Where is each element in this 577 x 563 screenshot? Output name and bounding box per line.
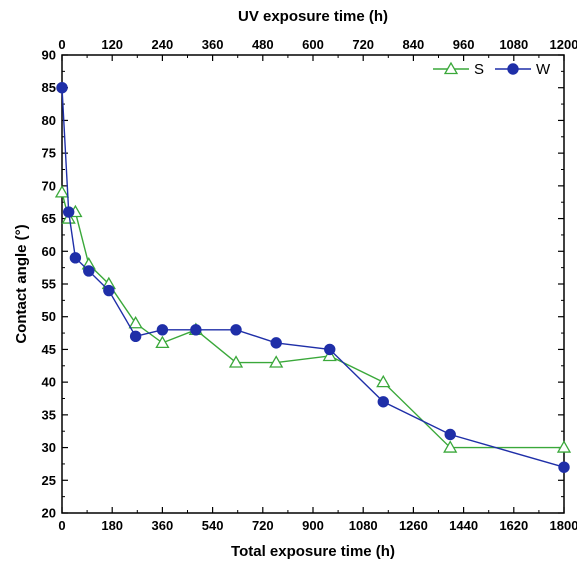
- x-axis-title: Total exposure time (h): [231, 543, 395, 560]
- y-tick-label: 20: [42, 506, 56, 521]
- legend-marker-W: [507, 63, 519, 75]
- series-W-point: [103, 284, 115, 297]
- series-S-point: [155, 335, 170, 349]
- series-W-point: [156, 324, 169, 336]
- x2-tick-label: 960: [453, 37, 475, 52]
- series-W-line: [61, 87, 565, 468]
- series-W-point: [230, 324, 242, 336]
- x-tick-label: 0: [58, 518, 65, 533]
- series-W-point: [83, 265, 95, 277]
- series-S-point: [269, 355, 284, 368]
- series-W-point: [129, 330, 142, 343]
- x2-tick-label: 840: [403, 37, 425, 52]
- series-W-point: [190, 324, 202, 336]
- legend-marker-S: [443, 61, 459, 75]
- y-tick-label: 45: [42, 342, 56, 357]
- series-W-point: [56, 82, 68, 94]
- x2-tick-label: 600: [302, 37, 324, 52]
- series-S-point: [128, 315, 143, 329]
- y-tick-label: 55: [42, 277, 56, 292]
- x-tick-label: 1440: [449, 518, 478, 533]
- x-tick-label: 1260: [399, 518, 428, 533]
- series-W-point: [62, 206, 75, 218]
- y-tick-label: 85: [42, 80, 56, 95]
- x2-tick-label: 720: [352, 37, 374, 52]
- y-tick-label: 60: [42, 244, 56, 259]
- plot-frame: [61, 54, 565, 514]
- series-S-point: [443, 440, 458, 453]
- y-tick-label: 25: [42, 473, 56, 488]
- x-tick-label: 1800: [550, 518, 577, 533]
- series-S-point: [376, 374, 391, 388]
- series-S-point: [322, 348, 337, 362]
- series-W-point: [558, 461, 570, 473]
- x-tick-label: 180: [101, 518, 123, 533]
- x-tick-label: 360: [152, 518, 174, 533]
- x2-tick-label: 480: [252, 37, 274, 52]
- y-tick-label: 50: [42, 309, 56, 324]
- y-tick-label: 70: [42, 178, 56, 193]
- series-layer: [54, 82, 572, 473]
- top-x-axis: 0 120 240 360 480 600 720 840 960 1080 1200: [58, 37, 577, 61]
- series-S-point: [228, 355, 244, 368]
- x2-tick-label: 120: [101, 37, 123, 52]
- x-tick-label: 720: [252, 518, 274, 533]
- x-tick-label: 540: [202, 518, 224, 533]
- x2-tick-label: 1080: [499, 37, 528, 52]
- series-W-point: [324, 343, 336, 356]
- series-W-group: [56, 82, 570, 473]
- y-tick-label: 90: [42, 48, 56, 63]
- y-tick-label: 80: [42, 113, 56, 128]
- x-tick-label: 1080: [349, 518, 378, 533]
- x-tick-label: 900: [302, 518, 324, 533]
- series-W-point: [377, 396, 389, 408]
- series-W-point: [270, 337, 282, 349]
- y-tick-label: 65: [42, 211, 56, 226]
- y-tick-label: 35: [42, 407, 56, 422]
- y-axis: 20 25 30 35 40 45 50 55 60 65 70 75 80 85 90: [42, 48, 564, 521]
- x2-tick-label: 240: [152, 37, 174, 52]
- x2-tick-label: 360: [202, 37, 224, 52]
- series-S-point: [54, 185, 70, 198]
- x-tick-label: 1620: [499, 518, 528, 533]
- series-S-point: [61, 211, 76, 224]
- x2-tick-label: 1200: [550, 37, 577, 52]
- legend-label-W: W: [536, 61, 551, 78]
- y-axis-title: Contact angle (°): [13, 224, 30, 343]
- series-S-group: [54, 185, 572, 453]
- x2-axis-title: UV exposure time (h): [238, 8, 388, 25]
- x2-tick-label: 0: [58, 37, 65, 52]
- series-W-point: [69, 252, 82, 264]
- y-tick-label: 75: [42, 146, 56, 161]
- bottom-x-axis: 0 180 360 540 720 900 1080 1260 1440 1620 1800: [58, 507, 577, 533]
- y-tick-label: 30: [42, 440, 56, 455]
- series-S-point: [556, 440, 572, 453]
- legend-label-S: S: [474, 61, 484, 78]
- series-W-point: [444, 428, 456, 441]
- series-S-line: [61, 192, 564, 449]
- y-tick-label: 40: [42, 375, 56, 390]
